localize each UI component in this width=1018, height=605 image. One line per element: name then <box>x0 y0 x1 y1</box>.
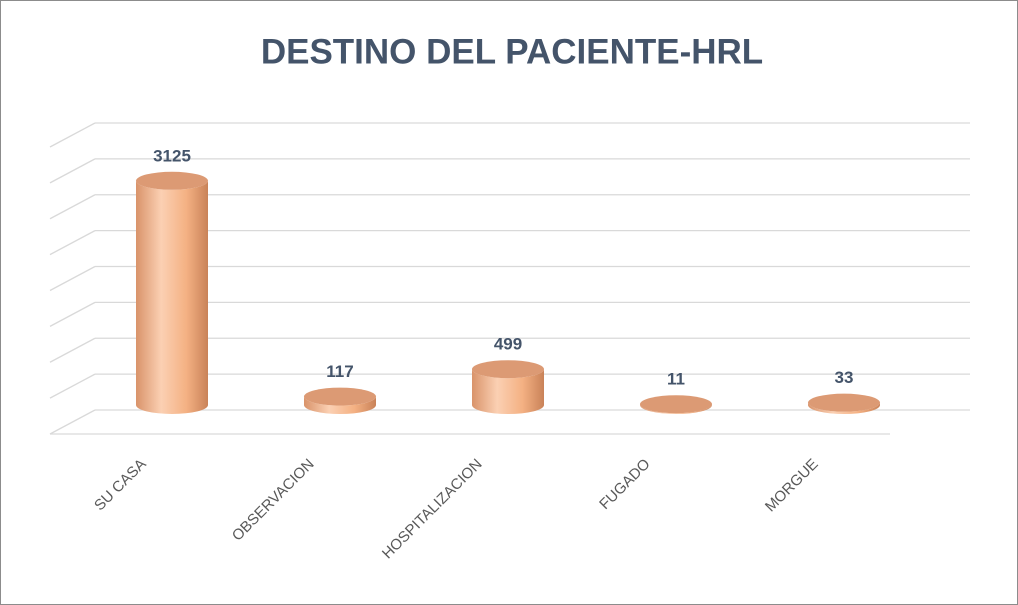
bar-top <box>808 393 880 412</box>
grid-side <box>49 230 96 256</box>
bar <box>808 402 880 414</box>
bar-top <box>136 171 208 190</box>
data-label: 499 <box>494 335 522 354</box>
bar-top <box>472 360 544 379</box>
chart-title: DESTINO DEL PACIENTE-HRL <box>261 32 763 71</box>
grid-side <box>49 373 96 399</box>
grid-side <box>49 122 96 148</box>
data-label: 117 <box>326 362 353 381</box>
bar <box>472 369 544 414</box>
bar <box>136 180 208 414</box>
grid-side <box>49 301 96 327</box>
grid-side <box>49 337 96 363</box>
data-label: 11 <box>667 370 685 389</box>
grid-side <box>49 194 96 220</box>
data-label: 33 <box>835 368 854 387</box>
grid-side <box>49 265 96 292</box>
grid-side <box>49 409 96 435</box>
bar-top <box>304 387 376 406</box>
bar <box>304 396 376 414</box>
grid-side <box>49 158 96 184</box>
bar-top <box>640 395 712 414</box>
data-label: 3125 <box>153 146 191 165</box>
